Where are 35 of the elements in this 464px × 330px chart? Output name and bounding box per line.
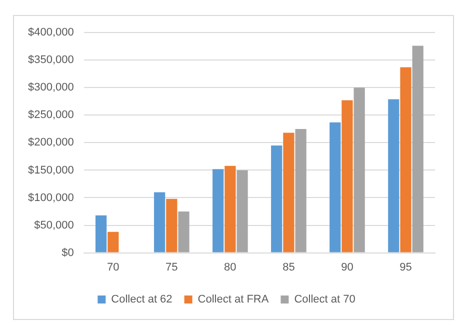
x-tick-label: 90 [341,261,354,274]
bar [212,169,224,252]
x-tick-label: 70 [107,261,120,274]
y-tick-label: $100,000 [28,192,74,204]
bar [224,166,236,252]
legend-label: Collect at 70 [294,294,356,306]
y-tick-label: $150,000 [28,164,74,176]
bar [271,145,282,252]
y-tick-label: $200,000 [28,136,74,149]
y-tick-label: $350,000 [28,54,74,66]
y-tick-label: $300,000 [28,82,74,94]
legend-label: Collect at FRA [198,294,270,306]
bar [108,232,119,252]
legend-label: Collect at 62 [111,294,172,306]
bar [236,170,248,252]
bar [330,122,341,252]
bar [283,132,294,252]
y-tick-label: $50,000 [34,219,74,232]
bar [388,99,400,252]
bar [95,215,107,252]
bar [154,192,166,252]
x-tick-label: 95 [400,261,412,274]
y-tick-label: $250,000 [28,109,74,122]
x-tick-label: 85 [282,261,295,274]
y-tick-label: $0 [62,246,74,259]
bar [342,100,353,252]
bar [178,212,190,252]
bar [295,128,306,252]
y-tick-label: $400,000 [28,26,74,39]
x-tick-label: 75 [166,261,178,274]
bar [412,46,424,252]
bar [400,67,412,252]
bar [166,198,178,252]
x-tick-label: 80 [224,261,236,274]
bar [354,88,365,252]
